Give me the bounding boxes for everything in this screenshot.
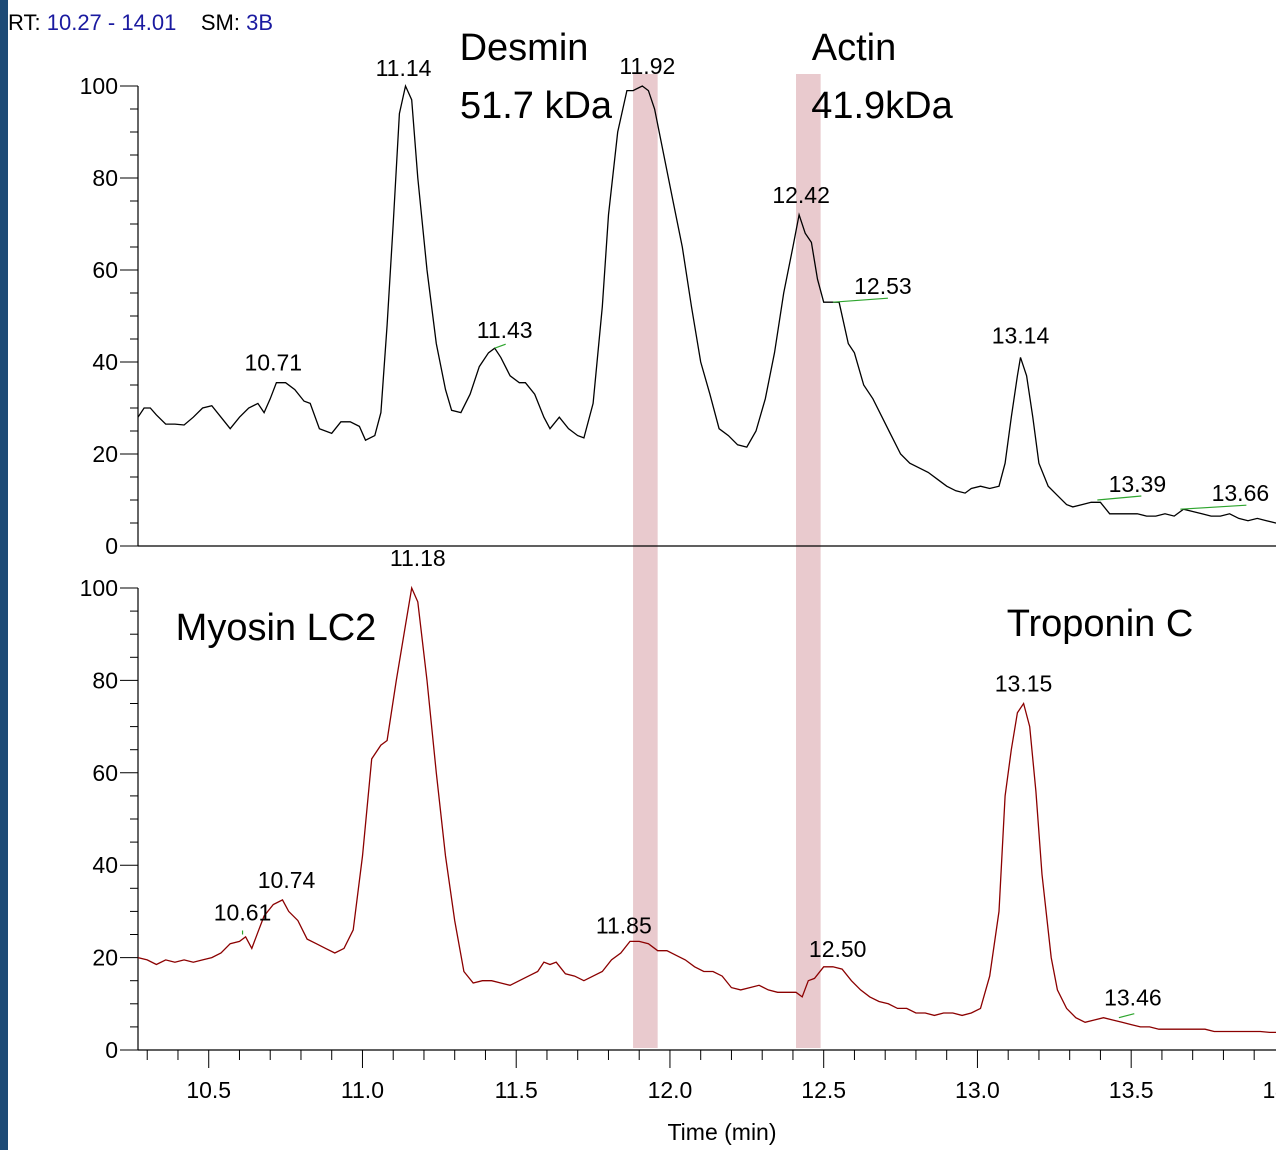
peak-label: 11.85	[596, 913, 652, 939]
highlight-band-1	[633, 74, 658, 1048]
peak-label: 13.66	[1212, 480, 1270, 506]
peak-label: 10.74	[258, 867, 316, 893]
x-tick-label: 13.5	[1109, 1077, 1154, 1103]
x-tick-label: 14.0	[1263, 1077, 1276, 1103]
peak-label: 11.14	[376, 55, 432, 81]
trace-top	[137, 83, 1276, 524]
peak-label: 13.39	[1109, 471, 1167, 497]
sm-value: 3B	[246, 10, 274, 35]
peak-leader	[1118, 1013, 1135, 1019]
protein-annotation: Myosin LC2	[176, 607, 377, 649]
chromatogram-chart: 0 20 40 60 80 100 0 20 40 60 80 100 10.5 11.0 11.5 12.0…	[80, 27, 1276, 1145]
highlight-band-2	[796, 74, 821, 1048]
peak-label: 10.61	[214, 900, 272, 926]
peak-label: 11.18	[390, 545, 446, 571]
peak-label: 13.15	[995, 671, 1053, 697]
y-tick-label-bottom: 20	[92, 945, 118, 971]
x-tick-label: 12.5	[801, 1077, 846, 1103]
protein-annotation: Desmin	[460, 27, 589, 69]
peak-label: 12.42	[772, 182, 830, 208]
y-tick-label-top: 40	[92, 349, 118, 375]
y-tick-label-bottom: 0	[105, 1037, 118, 1063]
trace-bottom	[137, 585, 1276, 1034]
peak-label: 10.71	[245, 349, 303, 375]
x-tick-label: 11.5	[495, 1077, 538, 1103]
protein-annotation: Actin	[812, 27, 896, 69]
y-tick-label-top: 80	[92, 165, 118, 191]
peak-leader	[832, 297, 888, 303]
peak-leader	[1180, 504, 1247, 510]
y-tick-label-bottom: 80	[92, 667, 118, 693]
protein-annotation: 51.7 kDa	[460, 85, 613, 127]
x-tick-label: 11.0	[341, 1077, 384, 1103]
protein-annotation: Troponin C	[1007, 603, 1194, 645]
x-axis-label: Time (min)	[667, 1119, 776, 1145]
y-tick-label-bottom: 60	[92, 760, 118, 786]
rt-label: RT:	[8, 10, 41, 35]
peak-label: 13.46	[1104, 985, 1162, 1011]
peak-label: 12.53	[854, 273, 912, 299]
x-tick-label: 12.0	[648, 1077, 693, 1103]
y-tick-label-top: 60	[92, 257, 118, 283]
peak-label: 11.43	[477, 317, 533, 343]
y-tick-label-bottom: 100	[80, 575, 118, 601]
scan-range-header: RT: 10.27 - 14.01 SM: 3B	[8, 10, 273, 36]
peak-label: 13.14	[992, 322, 1050, 348]
peak-leader	[494, 343, 506, 349]
peak-label: 11.92	[619, 53, 675, 79]
y-tick-label-top: 20	[92, 441, 118, 467]
y-tick-label-top: 100	[80, 73, 118, 99]
y-tick-label-top: 0	[105, 533, 118, 559]
y-tick-label-bottom: 40	[92, 852, 118, 878]
rt-value: 10.27 - 14.01	[46, 10, 177, 35]
peak-label: 12.50	[809, 936, 867, 962]
chart-frame: RT: 10.27 - 14.01 SM: 3B 0 20 40 60 80 100 0 20…	[8, 0, 1276, 1150]
x-tick-label: 13.0	[955, 1077, 1000, 1103]
sm-label: SM:	[200, 10, 240, 35]
peak-leader	[1097, 495, 1142, 501]
protein-annotation: 41.9kDa	[811, 85, 953, 127]
x-tick-label: 10.5	[186, 1077, 231, 1103]
